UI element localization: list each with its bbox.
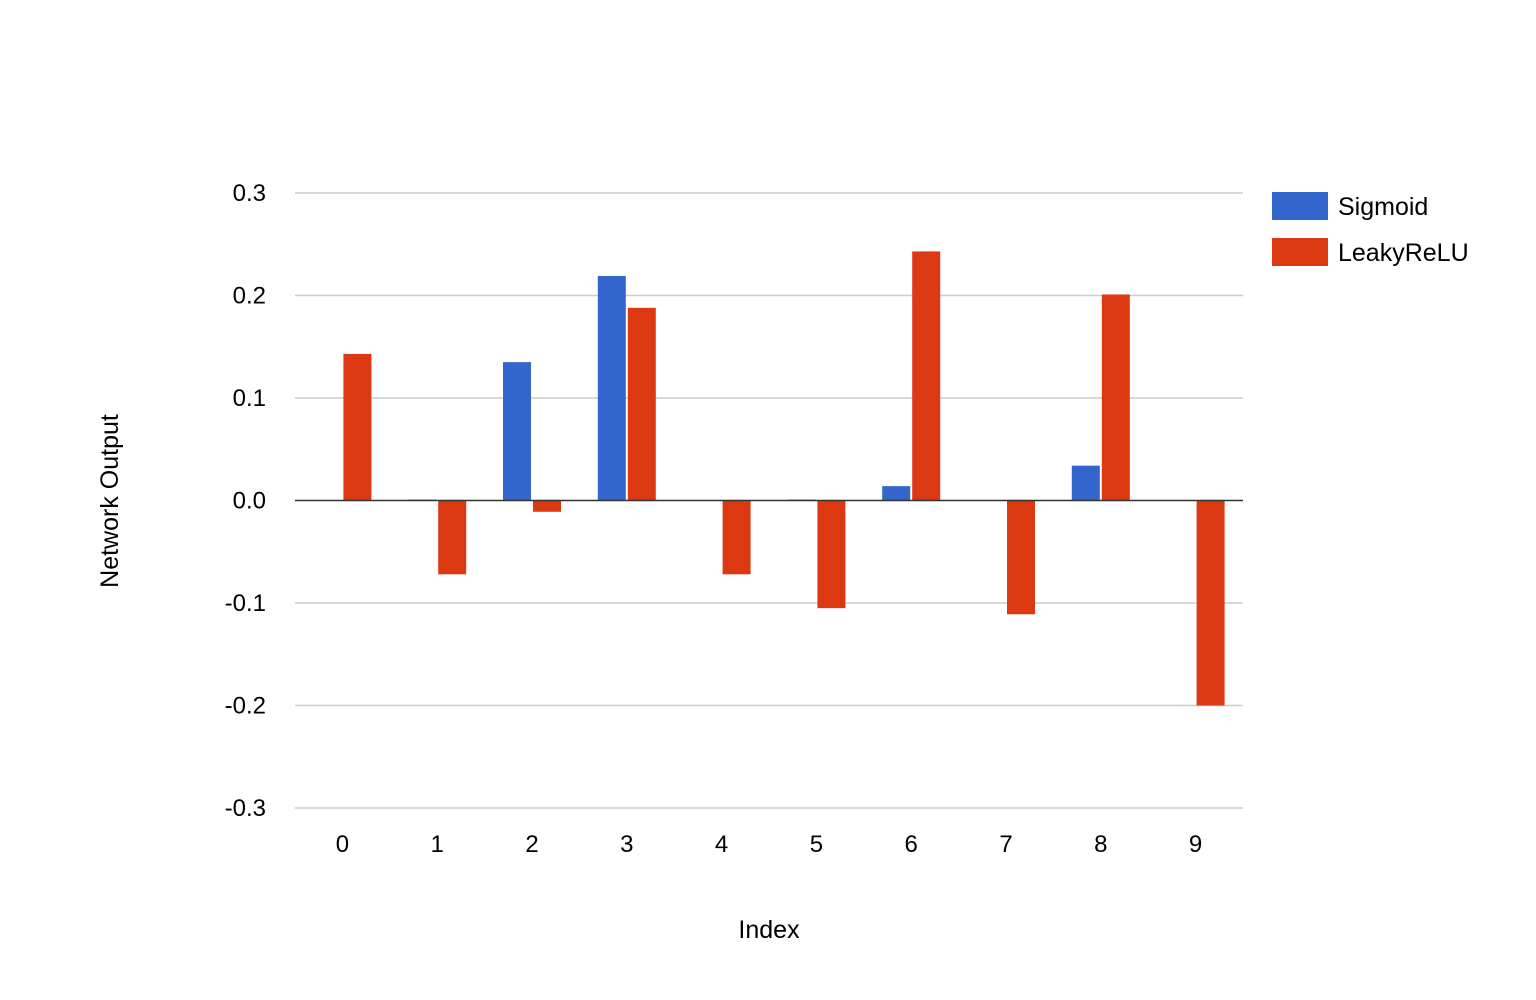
y-axis-ticks: 0.3 0.2 0.1 0.0 -0.1 -0.2 -0.3 bbox=[225, 180, 266, 822]
x-axis-title: Index bbox=[738, 916, 800, 944]
x-tick-label: 9 bbox=[1189, 831, 1202, 858]
x-tick-label: 1 bbox=[431, 831, 444, 858]
y-tick-label: 0.0 bbox=[233, 488, 266, 515]
y-tick-label: -0.2 bbox=[225, 693, 266, 720]
x-tick-label: 3 bbox=[620, 831, 633, 858]
x-tick-label: 8 bbox=[1094, 831, 1107, 858]
bar-leakyrelu-0 bbox=[343, 353, 372, 501]
y-tick-label: -0.3 bbox=[225, 795, 266, 822]
legend: Sigmoid LeakyReLU bbox=[1272, 192, 1469, 267]
x-tick-label: 4 bbox=[715, 831, 728, 858]
bar-sigmoid-2 bbox=[503, 362, 531, 501]
legend-swatch-sigmoid bbox=[1272, 192, 1328, 220]
y-axis-title: Network Output bbox=[96, 414, 124, 588]
bar-leakyrelu-5 bbox=[817, 500, 846, 609]
bar-sigmoid-3 bbox=[597, 276, 626, 501]
x-axis-ticks: 0 1 2 3 4 5 6 7 8 9 bbox=[336, 831, 1203, 858]
bars bbox=[343, 251, 1225, 706]
legend-label-sigmoid: Sigmoid bbox=[1338, 193, 1428, 221]
y-tick-label: 0.2 bbox=[233, 283, 266, 310]
bar-leakyrelu-9 bbox=[1196, 500, 1225, 706]
x-tick-label: 5 bbox=[810, 831, 823, 858]
bar-leakyrelu-7 bbox=[1007, 500, 1035, 615]
bar-leakyrelu-4 bbox=[722, 500, 751, 575]
bar-leakyrelu-6 bbox=[912, 251, 941, 501]
legend-label-leakyrelu: LeakyReLU bbox=[1338, 239, 1469, 267]
y-tick-label: 0.3 bbox=[233, 180, 266, 207]
bar-sigmoid-6 bbox=[882, 486, 911, 501]
bar-sigmoid-8 bbox=[1071, 465, 1100, 501]
bar-leakyrelu-2 bbox=[533, 500, 561, 512]
bar-leakyrelu-8 bbox=[1101, 294, 1130, 501]
x-tick-label: 6 bbox=[905, 831, 918, 858]
x-tick-label: 2 bbox=[525, 831, 538, 858]
y-tick-label: -0.1 bbox=[225, 590, 266, 617]
y-tick-label: 0.1 bbox=[233, 385, 266, 412]
x-tick-label: 7 bbox=[999, 831, 1012, 858]
bar-leakyrelu-3 bbox=[627, 307, 656, 501]
bar-leakyrelu-1 bbox=[438, 500, 467, 575]
gridlines bbox=[295, 192, 1243, 809]
legend-swatch-leakyrelu bbox=[1272, 238, 1328, 266]
x-tick-label: 0 bbox=[336, 831, 349, 858]
